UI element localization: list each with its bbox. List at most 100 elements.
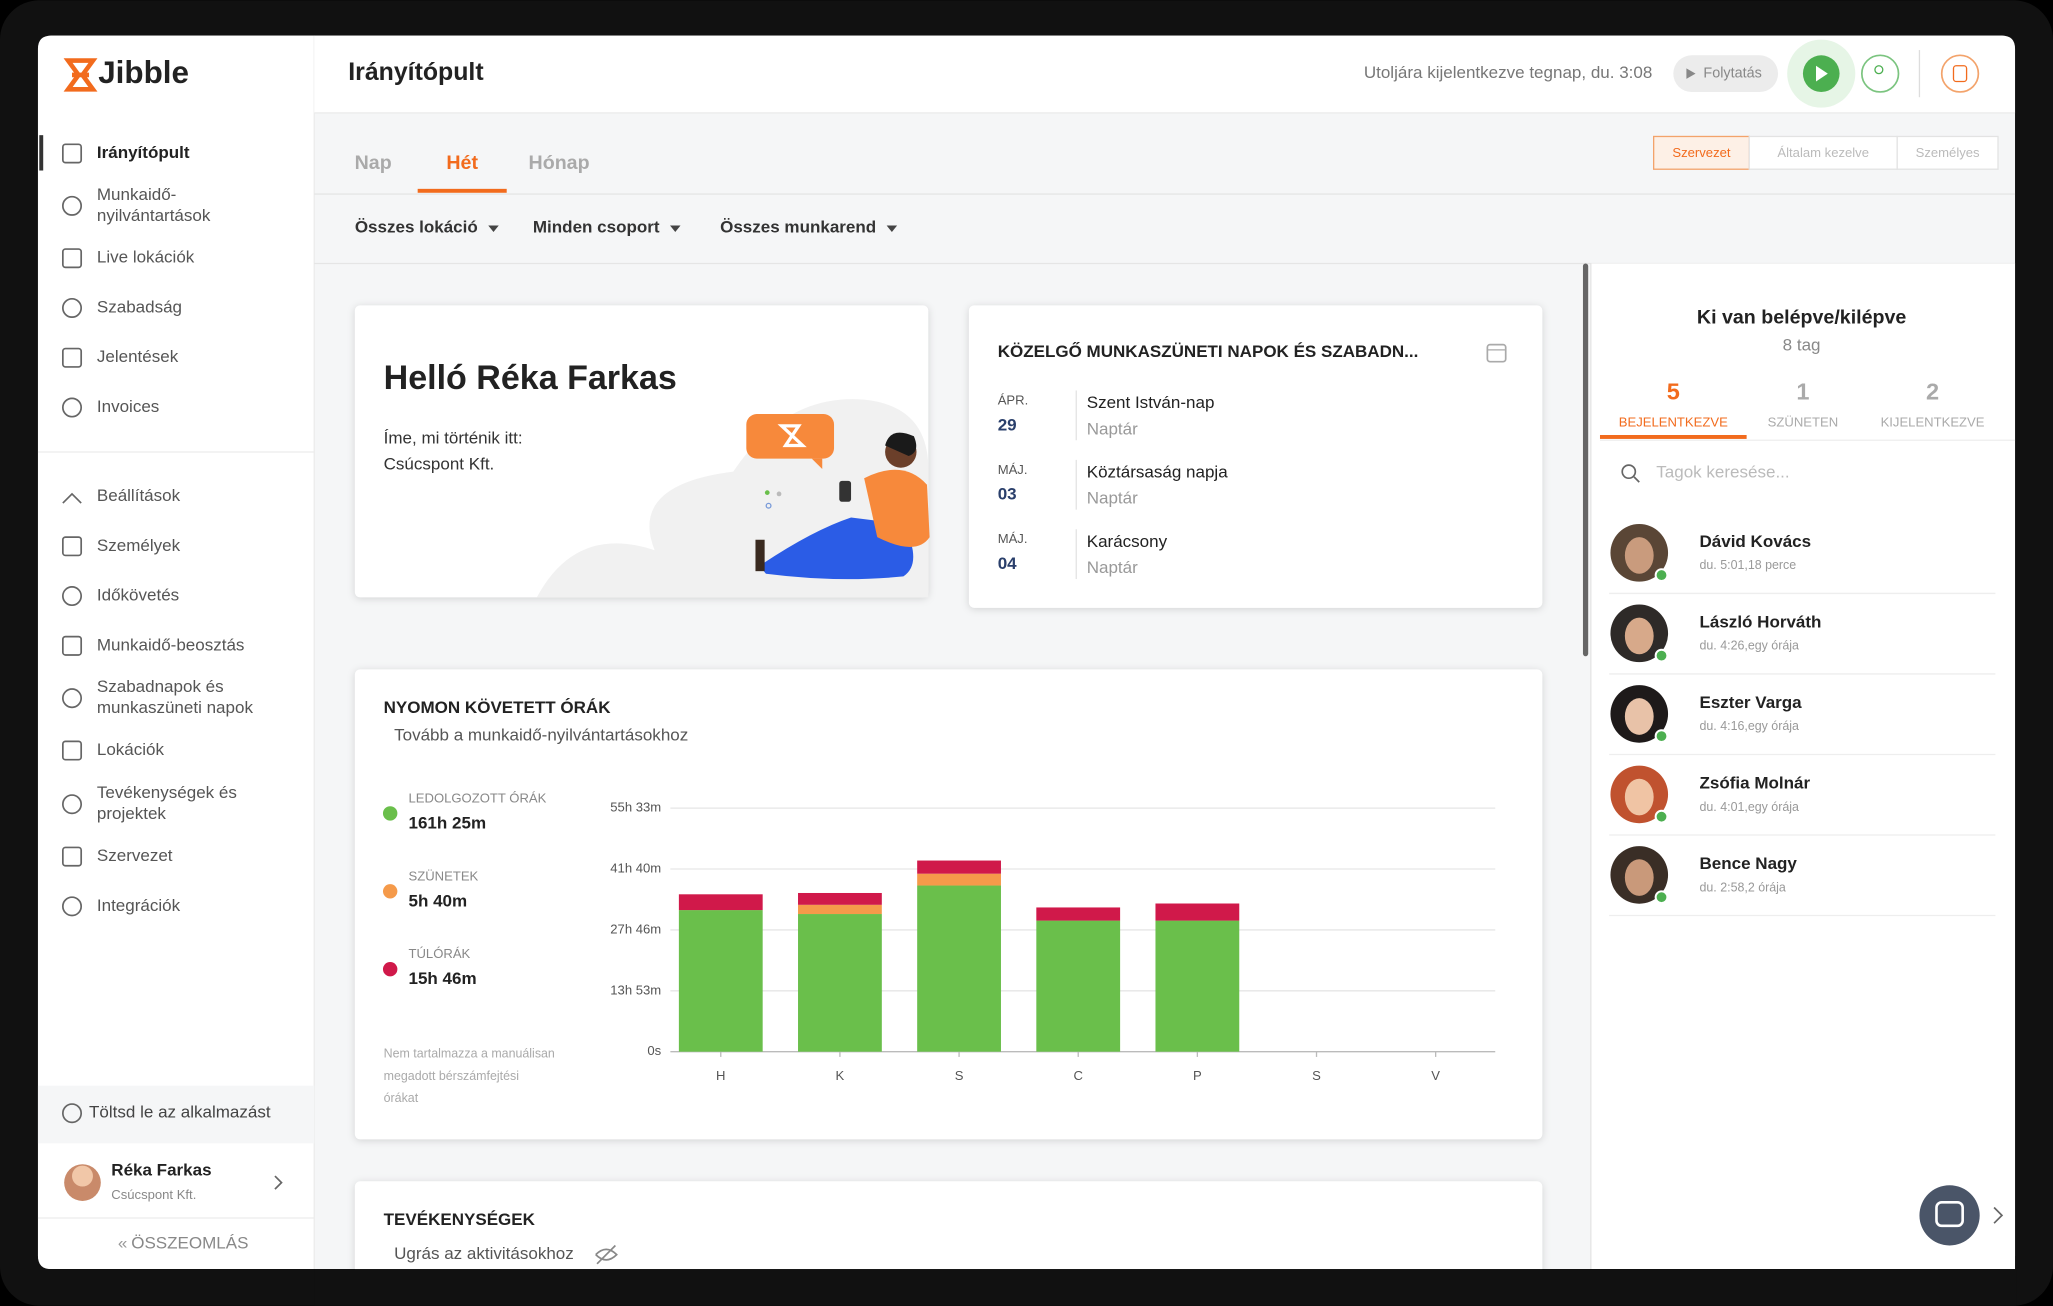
bar-segment xyxy=(1036,907,1121,921)
bar-segment xyxy=(917,885,1001,1052)
y-tick-label: 55h 33m xyxy=(610,800,661,815)
nav-icon xyxy=(61,896,83,917)
x-tick-label: S xyxy=(1312,1068,1321,1083)
member-name[interactable]: Eszter Varga xyxy=(1699,693,1802,712)
nav-item[interactable]: Invoices xyxy=(97,397,159,416)
x-tick-label: C xyxy=(1073,1068,1082,1083)
collapse-icon: « xyxy=(118,1234,127,1253)
nav-item[interactable]: Munkaidő-beosztás xyxy=(97,635,245,654)
scope-label[interactable]: Szervezet xyxy=(1672,145,1731,160)
presence-tab[interactable]: KIJELENTKEZVE xyxy=(1881,415,1985,430)
y-tick-label: 27h 46m xyxy=(610,921,661,936)
nav-item[interactable]: Jelentések xyxy=(97,347,179,366)
member-name[interactable]: Zsófia Molnár xyxy=(1699,773,1810,792)
nav-item[interactable]: Munkaidő- xyxy=(97,185,176,204)
kiosk-button[interactable] xyxy=(1940,54,1980,93)
bar-segment xyxy=(1155,920,1240,1052)
nav-item[interactable]: Lokációk xyxy=(97,740,165,759)
clock-in-button[interactable] xyxy=(1860,54,1900,93)
member-status: du. 2:58,2 órája xyxy=(1699,880,1785,894)
activities-link[interactable]: Ugrás az aktivitásokhoz xyxy=(394,1244,574,1263)
nav-item[interactable]: projektek xyxy=(97,804,167,823)
nav-icon xyxy=(61,586,83,607)
nav-item[interactable]: nyilvántartások xyxy=(97,206,211,225)
nav-item[interactable]: Irányítópult xyxy=(97,143,190,162)
user-org: Csúcspont Kft. xyxy=(111,1187,196,1202)
nav-icon xyxy=(61,688,83,709)
member-avatar-face xyxy=(1624,537,1654,574)
user-name[interactable]: Réka Farkas xyxy=(111,1160,211,1179)
filter-dropdown[interactable]: Összes munkarend xyxy=(720,218,876,237)
bar-segment xyxy=(678,910,763,1052)
hidden-icon[interactable] xyxy=(595,1244,618,1265)
collapse-button[interactable]: ÖSSZEOMLÁS xyxy=(131,1234,248,1253)
holiday-name: Szent István-nap xyxy=(1087,393,1215,412)
nav-item[interactable]: Szabadság xyxy=(97,297,182,316)
presence-title: Ki van belépve/kilépve xyxy=(1697,307,1907,329)
illustration-phone xyxy=(839,480,852,502)
member-avatar-face xyxy=(1624,698,1654,735)
holidays-card xyxy=(968,305,1543,608)
member-avatar-face xyxy=(1624,859,1654,896)
nav-item[interactable]: Tevékenységek és xyxy=(97,783,237,802)
x-tick-label: K xyxy=(836,1068,845,1083)
resume-label[interactable]: Folytatás xyxy=(1703,65,1761,81)
nav-icon xyxy=(61,536,83,557)
online-dot xyxy=(1654,890,1669,905)
nav-icon xyxy=(61,794,83,815)
presence-tab[interactable]: BEJELENTKEZVE xyxy=(1619,415,1728,430)
filter-dropdown[interactable]: Minden csoport xyxy=(533,218,660,237)
tracked-link[interactable]: Tovább a munkaidő-nyilvántartásokhoz xyxy=(394,726,688,745)
nav-item[interactable]: munkaszüneti napok xyxy=(97,698,254,717)
scope-toggle[interactable] xyxy=(1896,135,1999,170)
illustration-dot xyxy=(765,502,772,509)
chat-button[interactable] xyxy=(1919,1185,1980,1246)
member-status: du. 5:01,18 perce xyxy=(1699,558,1796,572)
user-avatar-face xyxy=(72,1165,93,1187)
filter-dropdown[interactable]: Összes lokáció xyxy=(355,218,478,237)
period-tab[interactable]: Nap xyxy=(355,152,392,174)
download-bar[interactable] xyxy=(37,1085,315,1144)
scope-label[interactable]: Általam kezelve xyxy=(1777,145,1869,160)
member-status: du. 4:16,egy órája xyxy=(1699,719,1799,733)
presence-count[interactable]: 5 xyxy=(1667,378,1680,404)
chevron-right xyxy=(274,1175,283,1190)
presence-tab[interactable]: SZÜNETEN xyxy=(1768,415,1838,430)
period-tab[interactable]: Hónap xyxy=(529,152,590,174)
scope-toggle[interactable] xyxy=(1653,135,1750,170)
scope-toggle[interactable] xyxy=(1748,135,1898,170)
download-link[interactable]: Töltsd le az alkalmazást xyxy=(89,1103,271,1122)
member-status: du. 4:01,egy órája xyxy=(1699,800,1799,814)
presence-count[interactable]: 2 xyxy=(1926,378,1939,404)
nav-item[interactable]: Időkövetés xyxy=(97,586,179,605)
member-avatar-face xyxy=(1624,778,1654,816)
legend-dot xyxy=(382,961,398,977)
nav-item[interactable]: Integrációk xyxy=(97,896,181,915)
dropdown-caret xyxy=(886,225,898,233)
settings-title: Beállítások xyxy=(97,486,181,505)
calendar-icon[interactable] xyxy=(1486,343,1507,363)
panel-chevron[interactable] xyxy=(1993,1206,2004,1224)
nav-item[interactable]: Személyek xyxy=(97,536,181,555)
period-tab[interactable]: Hét xyxy=(446,152,478,174)
online-dot xyxy=(1654,729,1669,744)
member-name[interactable]: László Horváth xyxy=(1699,612,1821,631)
bar-segment xyxy=(798,892,882,905)
nav-item[interactable]: Live lokációk xyxy=(97,248,195,267)
holiday-month: ÁPR. xyxy=(998,392,1029,407)
scope-label[interactable]: Személyes xyxy=(1916,145,1980,160)
resume-button[interactable] xyxy=(1673,55,1779,92)
scrollbar[interactable] xyxy=(1582,263,1589,657)
presence-count[interactable]: 1 xyxy=(1796,378,1809,404)
search-input[interactable]: Tagok keresése... xyxy=(1656,462,1789,481)
nav-item[interactable]: Szabadnapok és xyxy=(97,677,224,696)
member-name[interactable]: Dávid Kovács xyxy=(1699,532,1811,551)
chevron-icon xyxy=(62,492,82,504)
nav-item[interactable]: Szervezet xyxy=(97,846,173,865)
member-name[interactable]: Bence Nagy xyxy=(1699,854,1797,873)
search-icon xyxy=(1621,464,1637,480)
holiday-name: Köztársaság napja xyxy=(1087,462,1228,481)
online-dot xyxy=(1654,568,1669,582)
nav-icon xyxy=(61,143,83,164)
presence-subtitle: 8 tag xyxy=(1783,335,1821,354)
